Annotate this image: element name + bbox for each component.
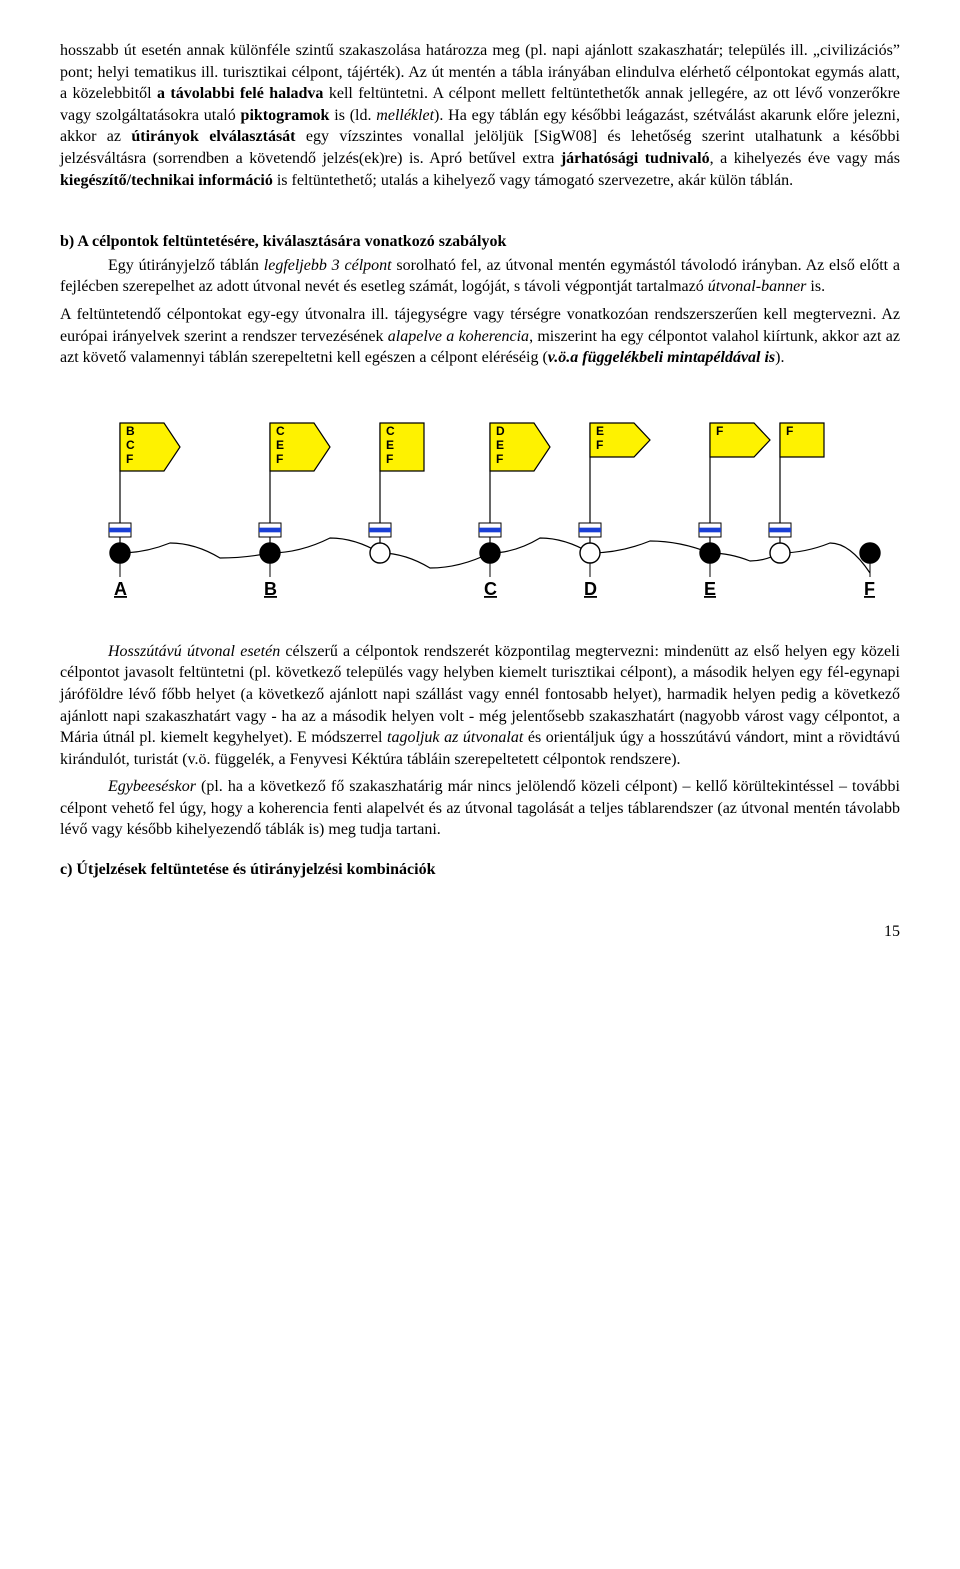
heading-text: c) Útjelzések feltüntetése és útirányjel…	[60, 861, 435, 878]
svg-text:B: B	[264, 579, 277, 599]
svg-text:F: F	[716, 424, 723, 438]
section-c-heading: c) Útjelzések feltüntetése és útirányjel…	[60, 859, 900, 881]
svg-text:C: C	[276, 424, 285, 438]
svg-text:E: E	[596, 424, 604, 438]
bold-text: járhatósági tudnivaló	[561, 150, 710, 167]
svg-text:D: D	[584, 579, 597, 599]
italic-text: melléklet	[376, 107, 434, 124]
text: , a kihelyezés éve vagy más	[710, 150, 900, 167]
svg-text:E: E	[496, 438, 504, 452]
svg-text:F: F	[276, 452, 283, 466]
section-b-heading: b) A célpontok feltüntetésére, kiválaszt…	[60, 231, 900, 253]
svg-text:F: F	[496, 452, 503, 466]
bolditalic-text: v.ö.a függelékbeli mintapéldával is	[548, 349, 775, 366]
svg-text:D: D	[496, 424, 505, 438]
svg-text:C: C	[386, 424, 395, 438]
svg-text:F: F	[596, 438, 603, 452]
bold-text: a távolabbi felé haladva	[157, 85, 323, 102]
bold-text: piktogramok	[241, 107, 330, 124]
bold-text: kiegészítő/technikai információ	[60, 172, 273, 189]
text: is.	[806, 278, 825, 295]
route-diagram: BCFACEFBCEFDEFCEFDFEFF	[60, 393, 900, 613]
intro-paragraph: hosszabb út esetén annak különféle szint…	[60, 40, 900, 191]
svg-text:F: F	[386, 452, 393, 466]
text: Egy útirányjelző táblán	[108, 257, 264, 274]
text: is feltüntethető; utalás a kihelyező vag…	[273, 172, 793, 189]
svg-text:E: E	[276, 438, 284, 452]
long-route-paragraph: Hosszútávú útvonal esetén célszerű a cél…	[60, 641, 900, 771]
svg-text:C: C	[484, 579, 497, 599]
coincidence-paragraph: Egybeeséskor (pl. ha a következő fő szak…	[60, 776, 900, 841]
svg-text:A: A	[114, 579, 127, 599]
svg-text:C: C	[126, 438, 135, 452]
section-b-p2: A feltüntetendő célpontokat egy-egy útvo…	[60, 304, 900, 369]
svg-text:F: F	[126, 452, 133, 466]
route-svg: BCFACEFBCEFDEFCEFDFEFF	[70, 393, 890, 613]
section-b-p1: Egy útirányjelző táblán legfeljebb 3 cél…	[60, 255, 900, 298]
svg-text:E: E	[704, 579, 716, 599]
italic-text: Egybeeséskor	[108, 778, 196, 795]
svg-text:E: E	[386, 438, 394, 452]
italic-text: tagoljuk az útvonalat	[387, 729, 523, 746]
heading-text: b) A célpontok feltüntetésére, kiválaszt…	[60, 233, 506, 250]
italic-text: Hosszútávú útvonal esetén	[108, 643, 280, 660]
italic-text: útvonal-banner	[708, 278, 807, 295]
italic-text: legfeljebb 3 célpont	[264, 257, 392, 274]
page-number: 15	[60, 921, 900, 943]
text: ).	[775, 349, 784, 366]
bold-text: útirányok elválasztását	[131, 128, 295, 145]
svg-text:F: F	[864, 579, 875, 599]
svg-text:F: F	[786, 424, 793, 438]
italic-text: alapelve a koherencia	[388, 328, 529, 345]
svg-text:B: B	[126, 424, 135, 438]
text: is (ld.	[329, 107, 376, 124]
